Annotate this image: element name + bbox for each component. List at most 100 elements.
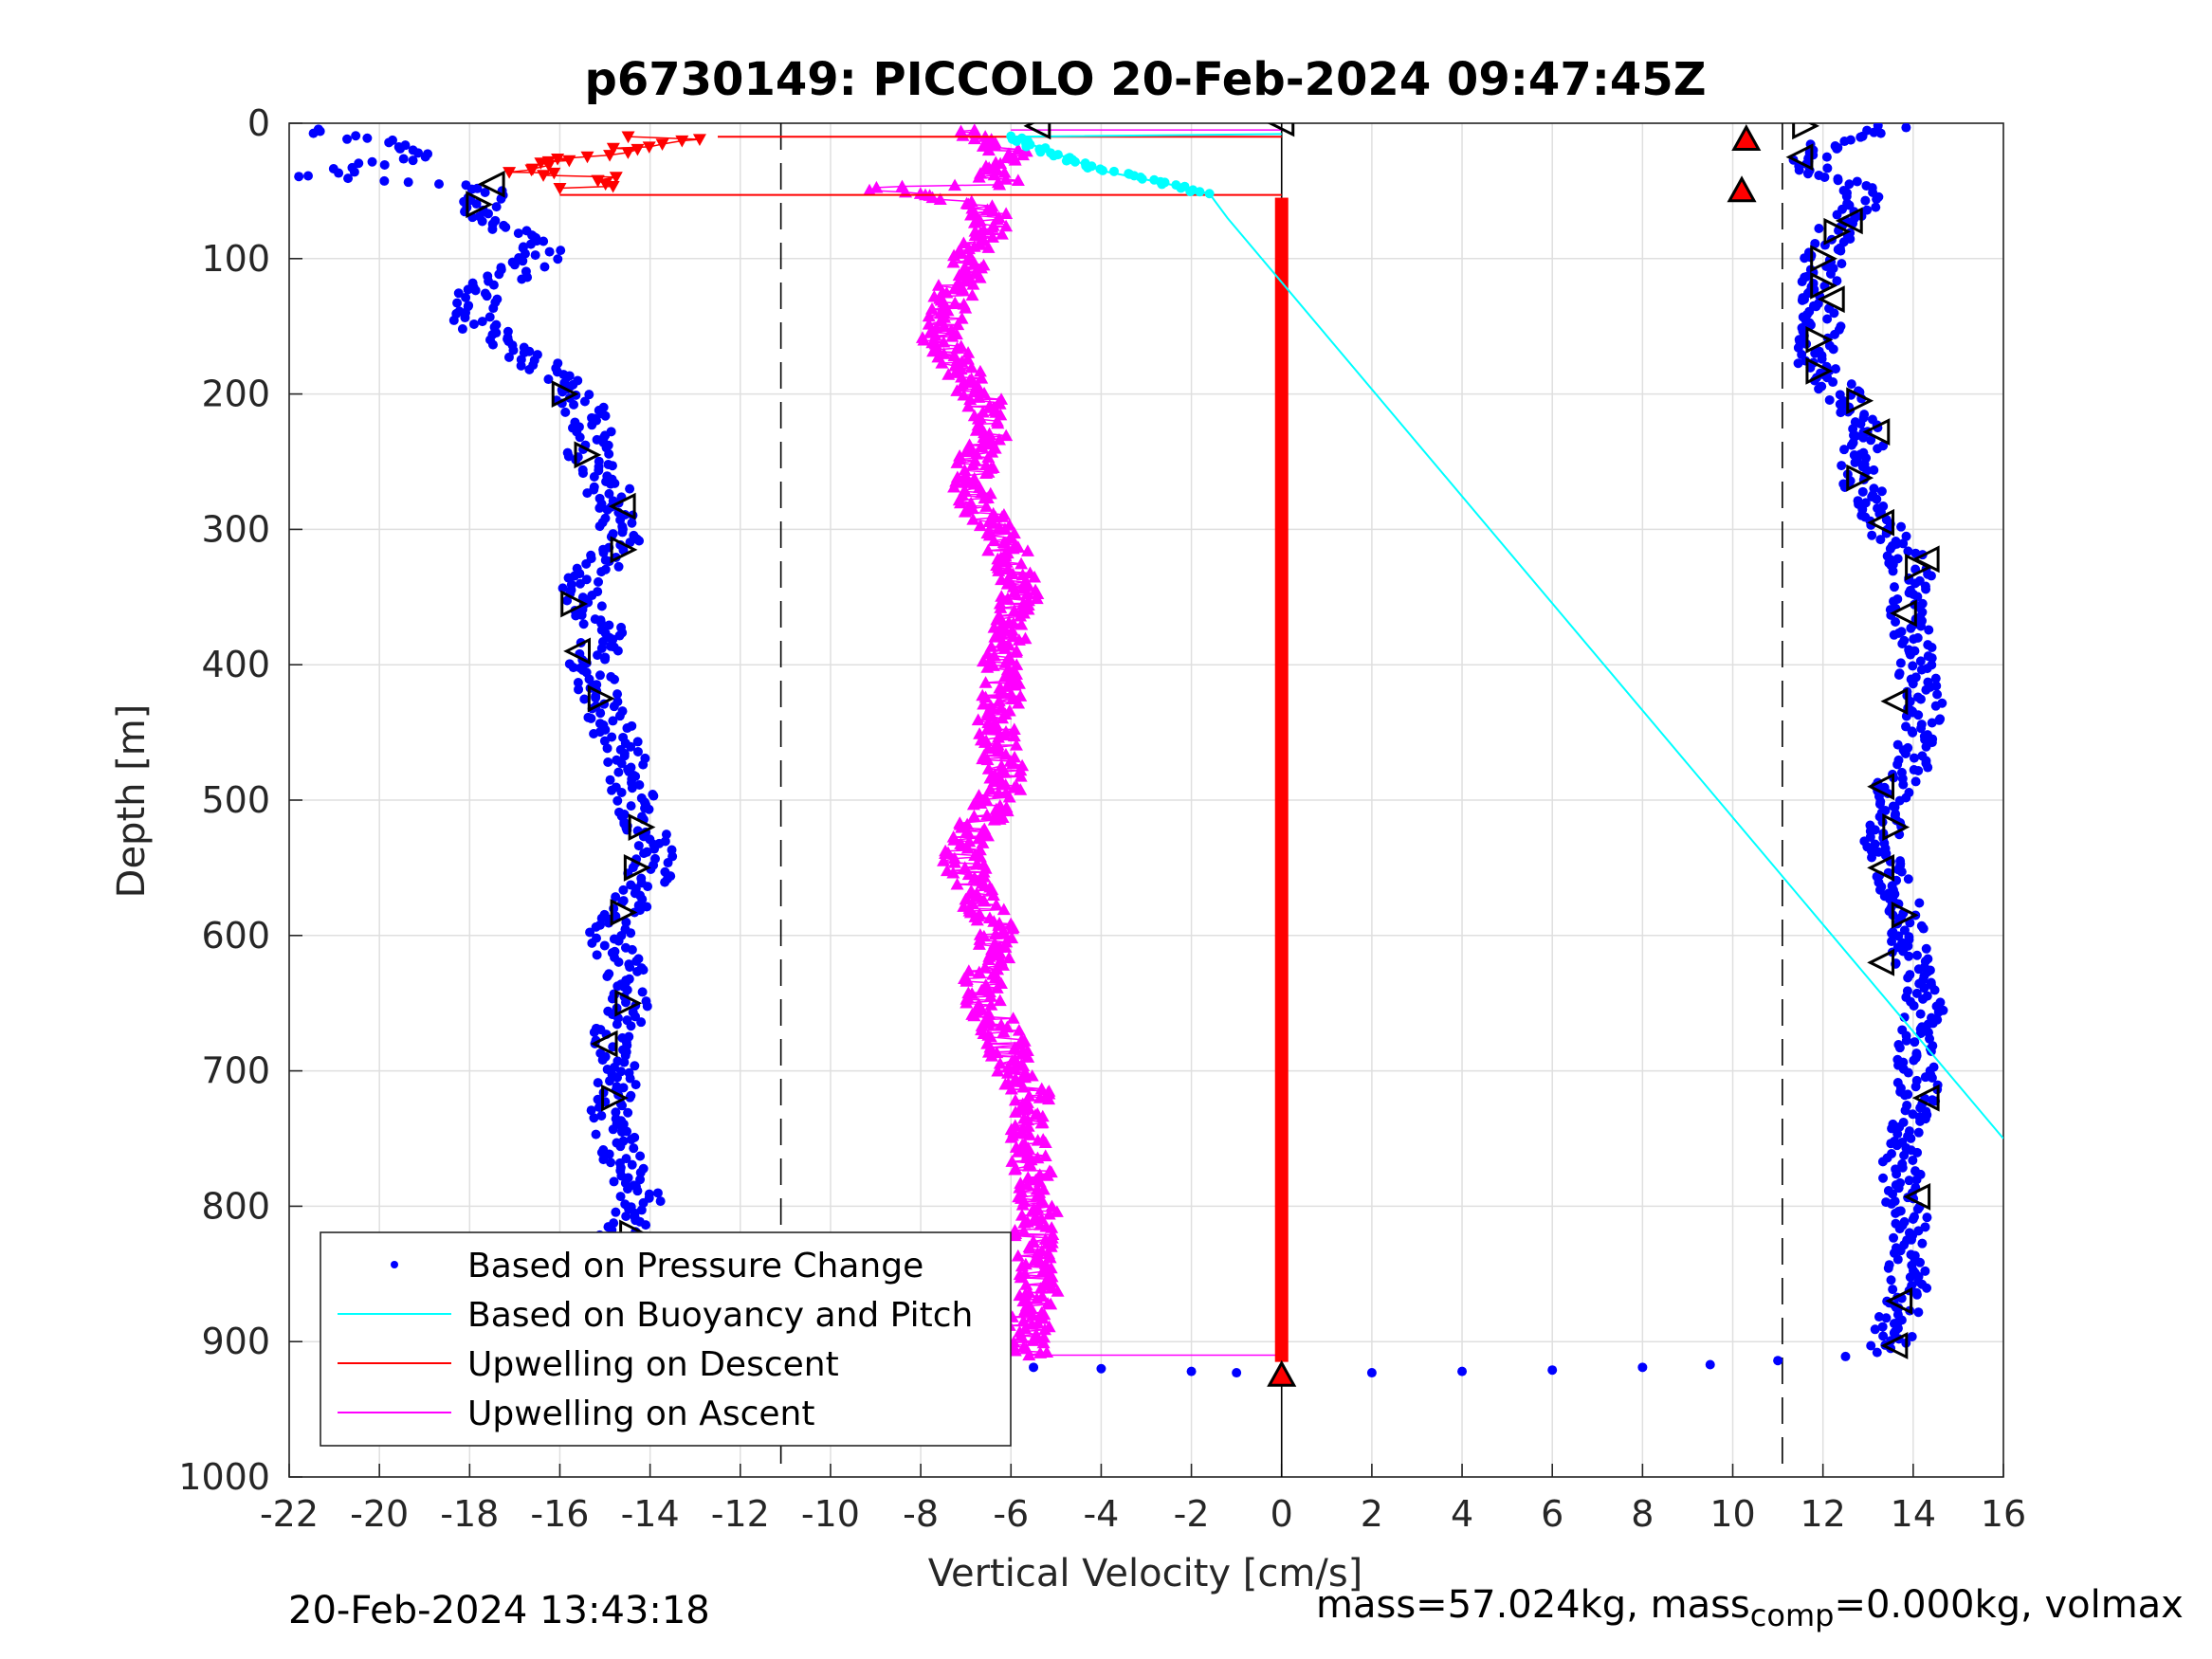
ascent-upwelling-marker — [972, 170, 986, 183]
pressure-velocity-dot — [379, 175, 390, 186]
ascent-upwelling-marker — [998, 777, 1013, 791]
pressure-velocity-dot — [1915, 1029, 1926, 1039]
buoyancy-pitch-dot — [1137, 173, 1147, 184]
pressure-velocity-dot — [1878, 1331, 1889, 1341]
y-tick-label: 0 — [247, 102, 270, 144]
pressure-velocity-dot — [663, 858, 673, 868]
ascent-upwelling-marker — [985, 221, 999, 233]
pressure-velocity-dot — [591, 1129, 601, 1139]
pressure-velocity-dot — [1910, 578, 1920, 589]
buoyancy-pitch-dot — [1176, 183, 1186, 193]
ascent-upwelling-marker — [1020, 544, 1034, 556]
pressure-velocity-dot — [573, 678, 583, 688]
ascent-upwelling-marker — [1034, 1212, 1049, 1225]
pressure-velocity-dot — [1846, 440, 1856, 450]
direction-marker — [1846, 387, 1874, 415]
mass-footer: mass=57.024kg, masscomp=0.000kg, volmax — [1316, 1583, 2184, 1633]
pressure-velocity-dot — [1837, 400, 1847, 410]
ascent-upwelling-marker — [987, 813, 1001, 826]
ascent-upwelling-marker — [981, 241, 996, 253]
pressure-velocity-dot — [1903, 1067, 1913, 1078]
pressure-velocity-dot — [618, 1083, 629, 1093]
ascent-upwelling-marker — [975, 439, 989, 452]
ascent-upwelling-marker — [979, 808, 994, 821]
pressure-velocity-dot — [1814, 223, 1824, 233]
ascent-upwelling-marker — [956, 283, 970, 296]
pressure-velocity-dot — [1856, 419, 1866, 429]
ascent-upwelling-marker — [1007, 1062, 1021, 1075]
ascent-upwelling-marker — [1028, 570, 1042, 583]
pressure-velocity-dot — [606, 479, 616, 489]
pressure-velocity-dot — [1029, 1362, 1039, 1373]
pressure-velocity-dot — [571, 611, 581, 621]
pressure-velocity-dot — [1889, 1232, 1899, 1243]
pressure-velocity-dot — [594, 521, 605, 532]
pressure-velocity-dot — [1898, 779, 1909, 790]
x-tick-label: 0 — [1271, 1493, 1293, 1535]
pressure-velocity-dot — [1913, 765, 1924, 775]
pressure-velocity-dot — [625, 538, 635, 548]
x-tick-label: 8 — [1631, 1493, 1654, 1535]
ascent-upwelling-marker — [997, 537, 1012, 549]
pressure-velocity-dot — [1922, 1212, 1932, 1223]
direction-marker — [1835, 207, 1863, 235]
pressure-velocity-dot — [1909, 634, 1919, 645]
pressure-velocity-dot — [579, 694, 590, 704]
pressure-velocity-dot — [1874, 799, 1885, 810]
direction-marker — [1846, 464, 1874, 492]
direction-marker — [610, 899, 638, 926]
pressure-velocity-dot — [1917, 1238, 1928, 1249]
pressure-velocity-dot — [596, 567, 607, 577]
pressure-velocity-dot — [1856, 132, 1866, 142]
ascent-upwelling-marker — [960, 824, 975, 837]
descent-upwelling-marker — [503, 167, 517, 179]
ascent-upwelling-marker — [1004, 1082, 1018, 1095]
ascent-upwelling-marker — [978, 960, 992, 974]
ascent-upwelling-marker — [1033, 1282, 1048, 1294]
pressure-velocity-dot — [1915, 656, 1926, 666]
pressure-velocity-dot — [1794, 165, 1804, 175]
ascent-upwelling-marker — [953, 496, 967, 509]
pressure-velocity-dot — [1869, 465, 1879, 475]
ascent-upwelling-marker — [1004, 1131, 1018, 1143]
pressure-velocity-dot — [642, 1001, 652, 1012]
pressure-velocity-dot — [1900, 1105, 1910, 1116]
direction-marker — [1885, 1286, 1913, 1315]
pressure-velocity-dot — [1828, 344, 1838, 355]
pressure-velocity-dot — [1906, 623, 1916, 633]
buoyancy-pitch-dot — [1108, 166, 1119, 176]
pressure-velocity-dot — [1870, 1324, 1880, 1335]
pressure-velocity-dot — [1913, 1127, 1924, 1138]
ascent-upwelling-marker — [966, 278, 980, 290]
pressure-velocity-dot — [1904, 1176, 1914, 1186]
pressure-velocity-dot — [623, 1107, 633, 1118]
pressure-velocity-dot — [627, 518, 637, 528]
ascent-upwelling-marker — [998, 1077, 1013, 1090]
pressure-velocity-dot — [1857, 486, 1868, 497]
pressure-velocity-dot — [626, 801, 636, 811]
ascent-upwelling-marker — [982, 985, 996, 998]
direction-marker — [1882, 813, 1910, 841]
direction-marker — [1889, 599, 1917, 628]
pressure-velocity-dot — [1904, 951, 1914, 961]
ascent-upwelling-marker — [961, 242, 976, 255]
pressure-velocity-dot — [434, 179, 445, 190]
pressure-velocity-dot — [619, 751, 630, 761]
pressure-velocity-dot — [634, 779, 645, 790]
pressure-velocity-dot — [1888, 1285, 1898, 1295]
pressure-velocity-dot — [634, 536, 645, 546]
pressure-velocity-dot — [602, 971, 612, 981]
pressure-velocity-dot — [582, 488, 593, 499]
pressure-velocity-dot — [1910, 1037, 1920, 1048]
ascent-upwelling-marker — [1017, 1103, 1032, 1116]
ascent-upwelling-marker — [950, 456, 964, 468]
ascent-upwelling-marker — [1020, 1113, 1034, 1126]
x-axis-label: Vertical Velocity [cm/s] — [928, 1552, 1363, 1595]
pressure-velocity-dot — [621, 917, 631, 927]
pressure-velocity-dot — [597, 1055, 608, 1066]
pressure-velocity-dot — [593, 650, 603, 661]
pressure-velocity-dot — [1911, 1289, 1922, 1300]
ascent-upwelling-marker — [1016, 1224, 1031, 1237]
pressure-velocity-dot — [603, 757, 613, 768]
